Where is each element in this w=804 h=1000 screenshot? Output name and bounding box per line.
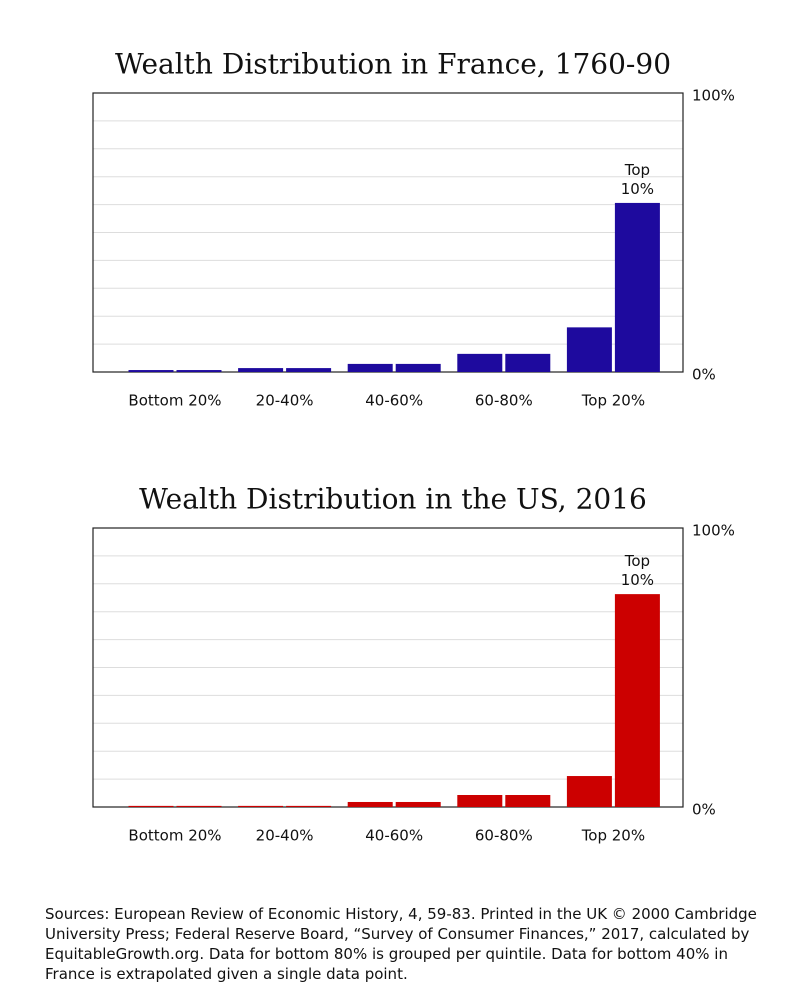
bar <box>505 353 551 372</box>
chart-title: Wealth Distribution in France, 1760-90 <box>115 48 671 81</box>
bar <box>395 363 441 372</box>
bar <box>128 805 174 807</box>
x-tick-label: 40-60% <box>365 827 423 845</box>
bar <box>286 805 332 807</box>
x-tick-label: 20-40% <box>256 827 314 845</box>
bar <box>238 368 284 372</box>
x-tick-label: 20-40% <box>256 392 314 410</box>
x-tick-label: 40-60% <box>365 392 423 410</box>
bar-annotation: Top 10% <box>620 160 655 198</box>
chart-title: Wealth Distribution in the US, 2016 <box>139 483 647 516</box>
x-tick-label: 60-80% <box>475 392 533 410</box>
bar <box>457 795 503 807</box>
bar <box>128 370 174 372</box>
bar <box>176 370 222 372</box>
y-tick-label: 0% <box>692 801 716 819</box>
bar <box>347 363 393 372</box>
bar <box>347 801 393 807</box>
y-tick-label: 100% <box>692 522 735 540</box>
x-tick-label: Top 20% <box>581 392 645 410</box>
bar <box>614 202 660 372</box>
bar <box>286 368 332 372</box>
bar <box>614 594 660 807</box>
bar <box>505 795 551 807</box>
x-tick-label: Top 20% <box>581 827 645 845</box>
source-note: Sources: European Review of Economic His… <box>45 905 757 983</box>
x-tick-label: Bottom 20% <box>128 827 221 845</box>
bar-annotation: Top 10% <box>620 552 655 590</box>
x-tick-label: Bottom 20% <box>128 392 221 410</box>
x-tick-label: 60-80% <box>475 827 533 845</box>
bar <box>395 801 441 807</box>
y-tick-label: 100% <box>692 87 735 105</box>
bar <box>566 776 612 807</box>
bar <box>238 805 284 807</box>
bar <box>566 327 612 372</box>
bar <box>176 805 222 807</box>
bar <box>457 353 503 372</box>
y-tick-label: 0% <box>692 366 716 384</box>
